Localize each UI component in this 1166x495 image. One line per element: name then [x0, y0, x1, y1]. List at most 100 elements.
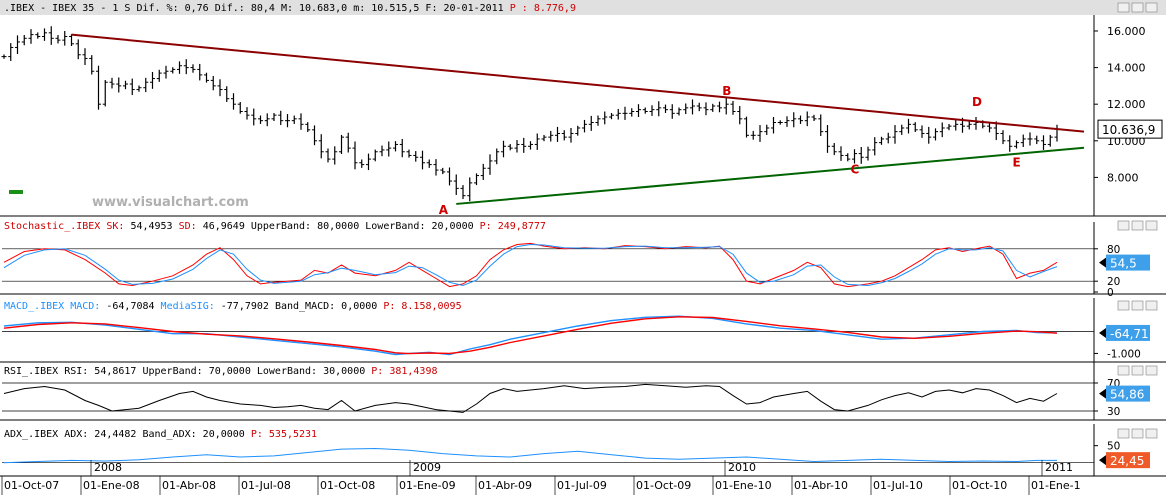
price-bar: [825, 125, 830, 153]
panel-control-button: [1117, 300, 1130, 311]
panel-control-button: [1145, 365, 1158, 376]
price-bar: [339, 134, 344, 154]
price-bar: [683, 103, 689, 115]
price-bar: [399, 138, 405, 158]
main-header-text-part: .IBEX - IBEX 35 - 1 S Dif. %: 0,76 Dif.:…: [4, 3, 510, 14]
x-axis-label: 01-Abr-08: [162, 479, 216, 492]
price-bar: [123, 80, 128, 90]
price-bar: [136, 85, 142, 92]
price-bar: [852, 149, 857, 164]
x-axis-label: 01-Ene-10: [715, 479, 772, 492]
price-bar: [636, 104, 641, 117]
macd-y-tick-label: -1.000: [1107, 348, 1141, 360]
point-label-a: A: [439, 203, 449, 217]
price-bar: [332, 146, 338, 165]
panel-control-button: [1117, 220, 1130, 231]
price-y-tick-label: 8.000: [1107, 171, 1139, 184]
stochastic-header-text-part: Stochastic_.IBEX SK:: [4, 221, 130, 232]
price-bar: [582, 119, 587, 133]
macd-panel-controls: [1117, 300, 1158, 311]
price-y-tick-label: 12.000: [1107, 98, 1146, 111]
adx-header-text-part: P: 535,5231: [251, 429, 317, 440]
price-bars: [1, 26, 1060, 202]
macd-header-text-part: -64,7084: [106, 301, 160, 312]
price-bar: [28, 29, 34, 44]
price-bar: [440, 167, 446, 175]
price-bar: [1007, 135, 1013, 152]
value-pointer: [1099, 327, 1106, 338]
price-bar: [973, 117, 979, 130]
price-bar: [777, 120, 783, 125]
price-bar: [541, 134, 547, 142]
price-bar: [1034, 135, 1040, 145]
price-bar: [143, 77, 149, 93]
panel-control-button: [1131, 300, 1144, 311]
rsi-last-value-box: 54,86: [1099, 385, 1150, 402]
panel-control-button: [1145, 300, 1158, 311]
stochastic-header-text-part: 54,4953: [130, 221, 178, 232]
price-bar: [602, 111, 608, 125]
panel-control-button: [1145, 2, 1158, 13]
stochastic-series-sd-line: [3, 243, 1058, 287]
price-bar: [818, 114, 824, 137]
price-bar: [939, 122, 945, 138]
price-bar: [804, 111, 810, 127]
price-bar: [926, 126, 932, 144]
value-box-bg: [1106, 385, 1150, 402]
macd-last-value-box: -64,71: [1099, 324, 1150, 341]
rsi-panel-controls: [1117, 365, 1158, 376]
rsi-y-tick-label: 30: [1107, 406, 1120, 418]
price-bar: [703, 102, 709, 116]
price-bar: [102, 80, 108, 107]
adx-y-tick-label: 50: [1107, 441, 1120, 453]
value-pointer: [1099, 388, 1106, 399]
x-axis-label: 01-Abr-09: [478, 479, 532, 492]
price-bar: [170, 67, 176, 74]
price-bar: [150, 71, 155, 89]
value-box-label: 54,86: [1110, 388, 1144, 402]
price-bar: [129, 78, 135, 96]
x-axis-label: 01-Oct-10: [952, 479, 1007, 492]
price-bar: [251, 108, 257, 126]
year-label: 2009: [413, 461, 441, 474]
price-bar: [35, 32, 41, 39]
price-bar: [1020, 134, 1026, 148]
panel-control-button: [1131, 220, 1144, 231]
price-bar: [224, 86, 230, 102]
price-bar: [8, 43, 14, 61]
price-bar: [210, 76, 216, 91]
price-bar: [1041, 135, 1046, 150]
value-pointer: [1099, 455, 1106, 466]
price-bar: [609, 112, 614, 120]
panel-control-button: [1117, 2, 1130, 13]
macd-series-mediasig-line: [3, 316, 1058, 355]
price-bar: [177, 61, 182, 74]
panel-control-button: [1117, 365, 1130, 376]
green-marker: [9, 190, 23, 194]
price-bar: [548, 130, 554, 142]
price-bar: [912, 122, 918, 133]
value-box-bg: [1106, 254, 1150, 271]
price-bar: [764, 124, 770, 135]
price-bar: [359, 159, 365, 168]
resistance-trendline: [71, 33, 1085, 133]
panel-control-button: [1145, 220, 1158, 231]
price-bar: [771, 117, 776, 134]
rsi-header-text-part: P: 381,4398: [371, 366, 437, 377]
price-bar: [575, 125, 581, 136]
rsi-header-text: RSI_.IBEX RSI: 54,8617 UpperBand: 70,000…: [4, 366, 438, 377]
main-header-text-part: P : 8.776,9: [510, 3, 576, 14]
price-bar: [919, 125, 925, 138]
price-bar: [480, 163, 486, 180]
value-box-label: -64,71: [1110, 327, 1149, 341]
price-bar: [474, 173, 479, 186]
stochastic-y-tick-label: 0: [1107, 287, 1114, 299]
price-bar: [1014, 140, 1019, 149]
x-axis-label: 01-Jul-10: [873, 479, 923, 492]
price-bar: [345, 132, 351, 153]
x-axis-label: 01-Ene-09: [399, 479, 456, 492]
price-bar: [278, 110, 284, 126]
x-axis-label: 01-Abr-10: [794, 479, 848, 492]
price-bar: [521, 137, 527, 153]
